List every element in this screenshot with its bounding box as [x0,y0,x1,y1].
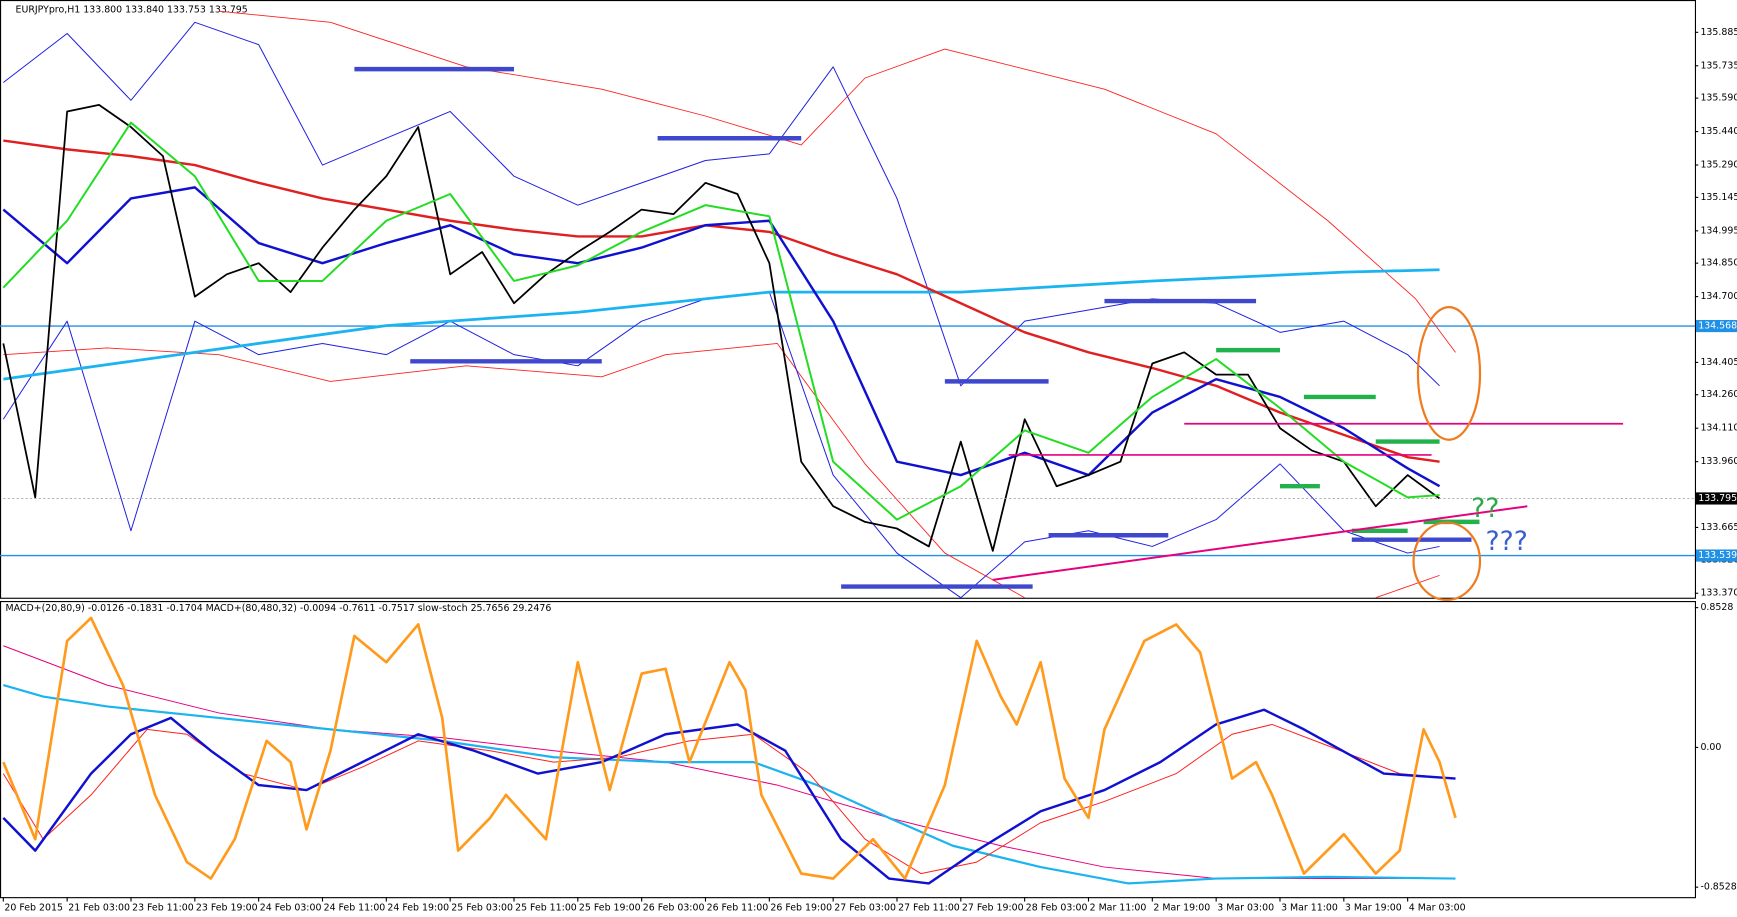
series-line [1375,574,1440,599]
price-pane [0,0,1697,599]
x-tick-label: 2 Mar 19:00 [1153,903,1210,914]
series-line [2,103,1441,552]
y-tick-label: 0.8528 [1700,602,1733,613]
y-tick-label: 133.665 [1700,522,1737,533]
series-line [3,684,1456,885]
annotation: ??? [1486,526,1528,557]
y-tick-label: 134.110 [1700,423,1737,434]
series-line [2,616,1457,880]
series-line [3,343,1025,599]
x-tick-label: 20 Feb 2015 [4,903,63,914]
annotation: ?? [1471,493,1499,524]
x-tick-label: 3 Mar 11:00 [1281,903,1338,914]
y-tick-label: 133.370 [1700,588,1737,599]
x-tick-label: 2 Mar 11:00 [1090,903,1147,914]
x-tick-label: 25 Feb 19:00 [579,903,641,914]
series-line [3,139,1440,463]
y-tick-label: 135.440 [1700,126,1737,137]
x-tick-label: 28 Feb 03:00 [1026,903,1088,914]
series-line [3,21,1440,387]
plot-layer: 135.885 135.735 135.590 135.440 135.290 135.1… [0,10,1737,914]
y-tick-label: 134.700 [1700,291,1737,302]
indicator-title: MACD+(20,80,9) -0.0126 -0.1831 -0.1704 M… [6,603,552,614]
last-price-box [1696,492,1737,505]
series-line [3,645,1456,880]
level-label: 133.539 [1698,550,1737,561]
series-line [218,10,1456,353]
x-tick-label: 21 Feb 03:00 [68,903,130,914]
x-tick-label: 23 Feb 11:00 [132,903,194,914]
chart-title: EURJPYpro,H1 133.800 133.840 133.753 133… [16,4,248,15]
x-tick-label: 26 Feb 11:00 [707,903,769,914]
y-tick-label: 135.145 [1700,192,1737,203]
x-tick-label: 27 Feb 19:00 [962,903,1024,914]
highlight-ellipse [1412,521,1482,602]
x-tick-label: 4 Mar 03:00 [1409,903,1466,914]
x-tick-label: 25 Feb 11:00 [515,903,577,914]
level-label-box [1696,319,1737,333]
x-tick-label: 3 Mar 03:00 [1217,903,1274,914]
x-tick-label: 26 Feb 03:00 [643,903,705,914]
y-tick-label: 134.405 [1700,357,1737,368]
level-label: 134.568 [1698,321,1737,332]
x-tick-label: 27 Feb 03:00 [834,903,896,914]
series-line [2,186,1441,488]
x-tick-label: 27 Feb 11:00 [898,903,960,914]
y-tick-label: 0.00 [1700,742,1721,753]
last-price-label: 133.795 [1698,493,1737,504]
y-tick-label: -0.8528 [1700,882,1736,893]
y-tick-label: 135.885 [1700,27,1737,38]
y-tick-label: 133.960 [1700,456,1737,467]
indicator-pane [0,601,1697,899]
x-tick-label: 23 Feb 19:00 [196,903,258,914]
y-tick-label: 134.995 [1700,225,1737,236]
series-line [3,268,1440,381]
x-tick-label: 24 Feb 19:00 [387,903,449,914]
y-tick-label: 135.590 [1700,93,1737,104]
trendline [992,505,1528,581]
x-tick-label: 24 Feb 03:00 [260,903,322,914]
y-tick-label: 134.260 [1700,389,1737,400]
y-tick-label: 135.735 [1700,60,1737,71]
x-tick-label: 26 Feb 19:00 [770,903,832,914]
highlight-ellipse [1416,306,1482,441]
y-tick-label: 134.850 [1700,258,1737,269]
x-tick-label: 24 Feb 11:00 [324,903,386,914]
series-line [2,121,1440,521]
x-tick-label: 3 Mar 19:00 [1345,903,1402,914]
y-tick-label: 135.290 [1700,160,1737,171]
level-label-box [1696,549,1737,562]
x-tick-label: 25 Feb 03:00 [451,903,513,914]
